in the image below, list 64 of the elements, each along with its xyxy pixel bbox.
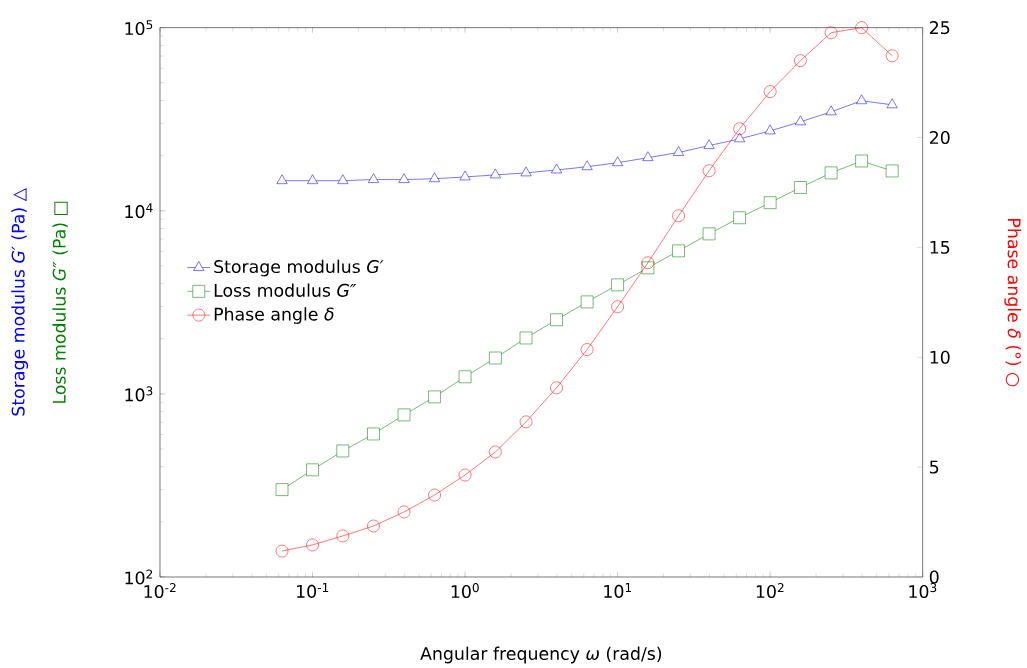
point xyxy=(885,164,899,178)
point xyxy=(276,174,288,184)
y-tick-label: 10$^{2}$ xyxy=(125,569,153,585)
legend-label: Storage modulus G′ xyxy=(214,259,384,277)
point xyxy=(794,181,807,194)
point xyxy=(459,170,471,181)
point xyxy=(673,146,685,156)
point xyxy=(611,278,624,292)
point xyxy=(275,483,289,496)
point xyxy=(855,154,868,168)
x-tick-label: 10$^{0}$ xyxy=(451,583,479,599)
point xyxy=(551,163,563,174)
legend-label: Phase angle δ xyxy=(214,307,334,324)
x-tick-label: 10$^{2}$ xyxy=(756,583,784,599)
y2-tick-label: 10 xyxy=(930,350,950,364)
point xyxy=(489,351,502,365)
point xyxy=(336,444,350,458)
point xyxy=(734,132,746,143)
y2-axis-title: Phase angle δ (°) ○ xyxy=(1004,219,1022,387)
point xyxy=(764,124,776,135)
point xyxy=(856,94,868,105)
text: Loss modulus G″ (Pa) □ xyxy=(52,201,68,403)
point xyxy=(763,196,777,209)
point xyxy=(824,166,838,180)
point xyxy=(642,151,654,161)
point xyxy=(550,313,563,327)
point xyxy=(672,244,685,258)
point xyxy=(489,168,501,179)
text: Storage modulus G′ (Pa) △ xyxy=(11,188,29,416)
point xyxy=(581,160,593,170)
point xyxy=(458,370,472,384)
x-tick-label: 10$^{-1}$ xyxy=(297,583,329,598)
legend-label: Loss modulus G″ xyxy=(214,283,357,297)
y-tick-label: 10$^{5}$ xyxy=(125,20,153,36)
y2-tick-label: 20 xyxy=(929,130,950,145)
point xyxy=(368,173,379,183)
point xyxy=(306,463,319,477)
point xyxy=(367,427,380,441)
point xyxy=(520,166,532,177)
x-tick-label: 10$^{3}$ xyxy=(909,583,937,599)
y2-tick-label: 25 xyxy=(929,21,950,35)
point xyxy=(397,408,411,422)
point xyxy=(702,227,716,241)
x-tick-label: 10$^{-2}$ xyxy=(144,583,176,599)
point xyxy=(580,295,594,309)
point xyxy=(886,98,898,109)
y-tick-label: 10$^{3}$ xyxy=(125,386,153,402)
point xyxy=(612,156,624,166)
point xyxy=(794,115,806,126)
point xyxy=(429,172,441,183)
point xyxy=(703,139,715,149)
y-tick-label: 10$^{4}$ xyxy=(125,203,153,219)
point xyxy=(398,173,410,183)
point xyxy=(519,331,533,345)
point xyxy=(307,174,318,184)
y2-tick-label: 15 xyxy=(930,240,950,254)
y2-tick-label: 5 xyxy=(930,460,939,474)
point xyxy=(337,174,349,184)
x-axis-title: Angular frequency ω (rad/s) xyxy=(420,646,662,664)
point xyxy=(428,390,441,404)
point xyxy=(733,211,746,225)
x-tick-label: 10$^{1}$ xyxy=(604,583,632,598)
point xyxy=(825,105,837,116)
y2-tick-label: 0 xyxy=(929,570,939,584)
